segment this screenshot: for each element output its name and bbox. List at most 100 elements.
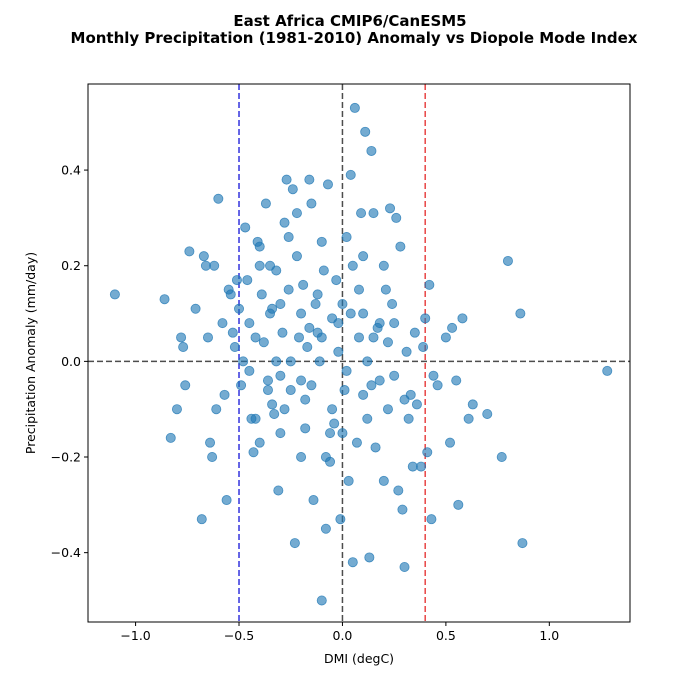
scatter-point: [178, 342, 189, 353]
scatter-point: [362, 413, 373, 424]
scatter-point: [260, 198, 271, 209]
plot-frame: [87, 83, 631, 623]
scatter-point: [306, 198, 317, 209]
scatter-point: [227, 327, 238, 338]
x-axis-ticks: −1.0 −0.5 0.0 0.5 1.0: [120, 622, 559, 643]
scatter-point: [370, 442, 381, 453]
scatter-point: [279, 404, 290, 415]
scatter-point: [418, 342, 429, 353]
scatter-point: [345, 308, 356, 319]
scatter-point: [360, 126, 371, 137]
scatter-point: [254, 260, 265, 271]
scatter-point: [337, 428, 348, 439]
scatter-point: [229, 342, 240, 353]
data-points: [109, 102, 613, 606]
scatter-point: [294, 332, 305, 343]
scatter-point: [279, 217, 290, 228]
scatter-point: [291, 251, 302, 262]
scatter-point: [267, 399, 278, 410]
scatter-point: [271, 356, 282, 367]
scatter-point: [399, 562, 410, 573]
scatter-point: [502, 255, 513, 266]
scatter-point: [318, 265, 329, 276]
scatter-point: [180, 380, 191, 391]
scatter-point: [296, 375, 307, 386]
scatter-point: [262, 385, 273, 396]
scatter-point: [285, 356, 296, 367]
scatter-point: [374, 318, 385, 329]
scatter-point: [420, 313, 431, 324]
scatter-point: [244, 318, 255, 329]
scatter-point: [196, 514, 207, 525]
scatter-point: [327, 404, 338, 415]
scatter-point: [256, 289, 267, 300]
scatter-point: [234, 303, 245, 314]
scatter-point: [385, 203, 396, 214]
y-tick-label: 0.2: [61, 258, 81, 273]
scatter-point: [467, 399, 478, 410]
scatter-point: [310, 298, 321, 309]
scatter-point: [219, 389, 230, 400]
scatter-point: [416, 461, 427, 472]
scatter-point: [109, 289, 120, 300]
scatter-point: [184, 246, 195, 257]
scatter-point: [231, 275, 242, 286]
scatter-point: [447, 322, 458, 333]
y-tick-label: −0.4: [51, 545, 81, 560]
scatter-point: [393, 485, 404, 496]
scatter-point: [165, 432, 176, 443]
scatter-point: [451, 375, 462, 386]
scatter-point: [304, 322, 315, 333]
scatter-point: [358, 389, 369, 400]
scatter-point: [275, 370, 286, 381]
scatter-point: [366, 145, 377, 156]
scatter-point: [387, 298, 398, 309]
x-tick-label: 1.0: [539, 628, 559, 643]
scatter-point: [285, 385, 296, 396]
scatter-point: [358, 308, 369, 319]
scatter-point: [304, 174, 315, 185]
scatter-point: [254, 437, 265, 448]
scatter-point: [453, 499, 464, 510]
y-tick-label: −0.2: [51, 450, 81, 465]
scatter-point: [198, 251, 209, 262]
scatter-point: [306, 380, 317, 391]
scatter-point: [283, 232, 294, 243]
scatter-point: [349, 102, 360, 113]
scatter-point: [262, 375, 273, 386]
scatter-point: [283, 284, 294, 295]
scatter-point: [403, 413, 414, 424]
scatter-point: [382, 404, 393, 415]
scatter-point: [248, 447, 259, 458]
scatter-point: [333, 318, 344, 329]
scatter-point: [339, 385, 350, 396]
scatter-point: [331, 275, 342, 286]
scatter-point: [176, 332, 187, 343]
scatter-point: [602, 365, 613, 376]
scatter-point: [380, 284, 391, 295]
scatter-point: [213, 193, 224, 204]
scatter-point: [341, 232, 352, 243]
scatter-point: [302, 342, 313, 353]
scatter-point: [368, 332, 379, 343]
scatter-point: [244, 365, 255, 376]
scatter-point: [329, 418, 340, 429]
scatter-point: [389, 318, 400, 329]
scatter-point: [407, 461, 418, 472]
scatter-point: [316, 332, 327, 343]
scatter-point: [395, 241, 406, 252]
scatter-point: [333, 346, 344, 357]
x-tick-label: 0.5: [436, 628, 456, 643]
scatter-point: [432, 380, 443, 391]
scatter-point: [258, 337, 269, 348]
scatter-point: [269, 408, 280, 419]
scatter-point: [221, 495, 232, 506]
scatter-point: [445, 437, 456, 448]
x-tick-label: −1.0: [120, 628, 150, 643]
scatter-point: [351, 437, 362, 448]
scatter-point: [211, 404, 222, 415]
scatter-point: [382, 337, 393, 348]
scatter-point: [426, 514, 437, 525]
scatter-point: [316, 236, 327, 247]
